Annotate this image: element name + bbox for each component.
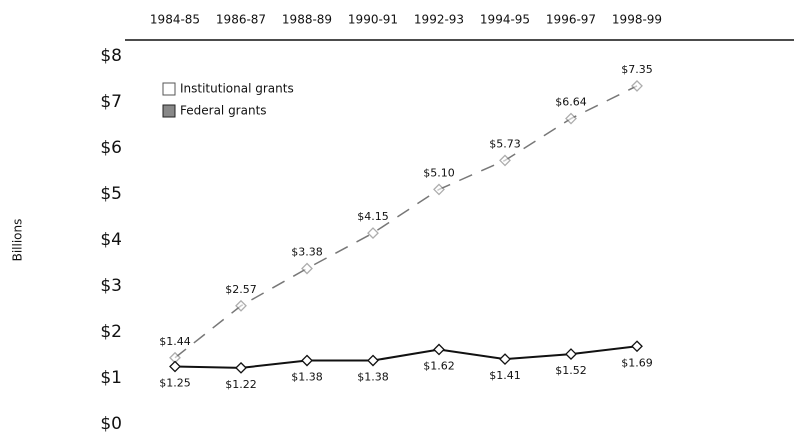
y-tick-label: $8	[100, 46, 122, 66]
data-label: $1.38	[357, 371, 389, 384]
data-point	[169, 360, 181, 373]
data-label: $1.69	[621, 356, 653, 369]
data-label: $5.73	[489, 137, 521, 150]
y-tick-label: $3	[100, 276, 122, 296]
data-label: $1.52	[555, 364, 587, 377]
series-line	[174, 85, 638, 359]
y-tick-label: $1	[100, 368, 122, 388]
data-point	[631, 340, 643, 353]
series-line	[174, 345, 638, 369]
x-tick-label: 1992-93	[414, 13, 464, 27]
y-tick-label: $2	[100, 322, 122, 342]
data-label: $1.25	[159, 377, 191, 390]
data-point	[235, 299, 247, 312]
data-point	[301, 262, 313, 275]
x-tick-label: 1984-85	[150, 13, 200, 27]
x-tick-label: 1990-91	[348, 13, 398, 27]
data-point	[631, 79, 643, 92]
y-tick-label: $0	[100, 414, 122, 432]
y-tick-label: $6	[100, 138, 122, 158]
y-tick-label: $7	[100, 92, 122, 112]
data-point	[565, 112, 577, 125]
data-label: $1.38	[291, 371, 323, 384]
data-label: $1.41	[489, 369, 521, 382]
x-tick-label: 1998-99	[612, 13, 662, 27]
x-tick-label: 1994-95	[480, 13, 530, 27]
data-label: $1.44	[159, 335, 191, 348]
x-tick-label: 1988-89	[282, 13, 332, 27]
data-label: $5.10	[423, 166, 455, 179]
legend-swatch	[162, 104, 176, 118]
data-point	[499, 353, 511, 366]
data-point	[301, 354, 313, 367]
y-tick-label: $5	[100, 184, 122, 204]
y-tick-label: $4	[100, 230, 122, 250]
data-label: $3.38	[291, 246, 323, 259]
data-point	[499, 154, 511, 167]
data-label: $1.62	[423, 359, 455, 372]
data-label: $4.15	[357, 210, 389, 223]
data-label: $6.64	[555, 96, 587, 109]
legend-label: Federal grants	[180, 104, 267, 118]
data-point	[565, 348, 577, 360]
y-axis-label: Billions	[11, 219, 25, 262]
data-label: $2.57	[225, 283, 257, 296]
x-tick-label: 1986-87	[216, 13, 266, 27]
data-point	[367, 354, 379, 367]
legend-label: Institutional grants	[180, 82, 294, 96]
data-point	[433, 183, 445, 196]
data-label: $7.35	[621, 63, 653, 76]
data-point	[433, 343, 445, 356]
legend-swatch	[162, 82, 176, 96]
data-point	[235, 361, 247, 374]
data-label: $1.22	[225, 378, 257, 391]
data-point	[367, 227, 379, 240]
x-tick-label: 1996-97	[546, 13, 596, 27]
